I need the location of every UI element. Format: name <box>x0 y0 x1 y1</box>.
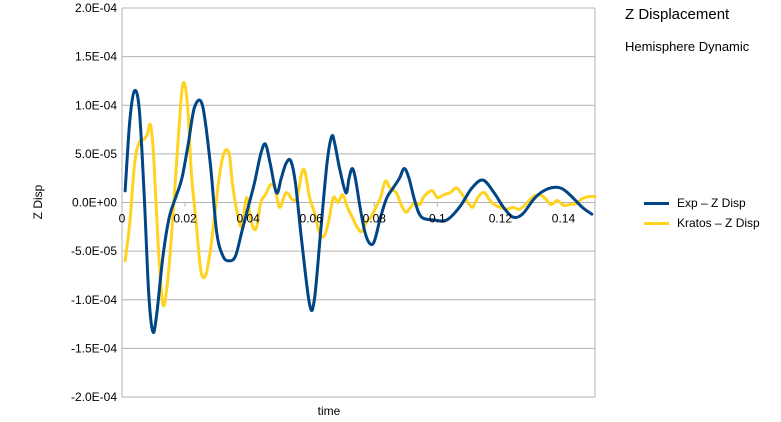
legend-item-exp: Exp – Z Disp <box>644 193 760 213</box>
y-tick-label: -2.0E-04 <box>71 390 117 404</box>
legend-swatch-exp <box>644 201 669 205</box>
series-line-kratos <box>123 80 597 308</box>
legend: Exp – Z Disp Kratos – Z Disp <box>644 193 760 233</box>
y-tick-label: 1.0E-04 <box>75 98 117 112</box>
chart-title: Z Displacement <box>625 6 730 23</box>
series-line-exp <box>123 88 594 335</box>
x-tick-label: 0.14 <box>552 212 576 226</box>
x-tick-label: 0.08 <box>363 212 387 226</box>
y-tick-label: -5.0E-05 <box>71 244 117 258</box>
chart-subtitle: Hemisphere Dynamic <box>625 39 750 54</box>
x-tick-label: 0 <box>119 212 126 226</box>
x-tick-label: 0.06 <box>300 212 324 226</box>
legend-label-exp: Exp – Z Disp <box>677 196 746 210</box>
x-tick-label: 0.12 <box>489 212 513 226</box>
x-tick-label: 0.04 <box>236 212 260 226</box>
y-tick-label: -1.0E-04 <box>71 293 117 307</box>
x-tick-label: 0.1 <box>429 212 446 226</box>
y-tick-label: 0.0E+00 <box>72 196 117 210</box>
legend-item-kratos: Kratos – Z Disp <box>644 213 760 233</box>
x-tick-label: 0.02 <box>173 212 197 226</box>
y-tick-label: 5.0E-05 <box>75 147 117 161</box>
y-tick-label: 2.0E-04 <box>75 1 117 15</box>
x-axis-title: time <box>318 404 341 418</box>
legend-label-kratos: Kratos – Z Disp <box>677 216 760 230</box>
y-tick-label: -1.5E-04 <box>71 341 117 355</box>
legend-swatch-kratos <box>644 221 669 225</box>
y-tick-label: 1.5E-04 <box>75 50 117 64</box>
y-axis-title: Z Disp <box>31 184 45 219</box>
